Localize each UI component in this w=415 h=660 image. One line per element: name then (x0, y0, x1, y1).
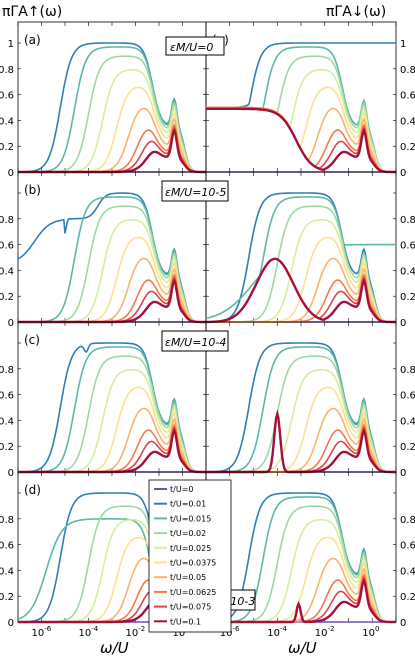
panel-letter: (c) (24, 333, 40, 347)
legend: t/U=0 t/U=0.01 t/U=0.015 t/U=0.02 t/U=0.025 t… (148, 479, 232, 633)
y-tick-label: 0.8 (400, 65, 415, 76)
series-line-2 (206, 192, 396, 323)
row-label-2-text: εM/U=10-5 (165, 186, 226, 199)
series-line-3 (18, 196, 206, 323)
row-label-3: εM/U=10-4 (161, 330, 229, 352)
y-tick-label: 0.8 (400, 515, 415, 526)
panel-grid: (a)(e)(b)(f)(c)(g)(d)(h) (17, 21, 397, 624)
row-label-2: εM/U=10-5 (161, 180, 229, 202)
panel-c: (c) (17, 321, 207, 474)
y-tick-label: 0 (400, 618, 406, 629)
y-tick-label: 0 (400, 468, 406, 479)
legend-label-9: t/U=0.075 (170, 603, 211, 612)
series-line-10 (206, 577, 396, 624)
row-label-1: εM/U=0 (165, 36, 225, 56)
series-line-6 (206, 236, 396, 323)
series-line-6 (206, 386, 396, 473)
y-tick-label: 1 (8, 39, 14, 50)
series-line-10 (206, 257, 396, 324)
y-tick-label: 0.8 (400, 215, 415, 226)
y-tick-label: 0.4 (0, 566, 14, 577)
y-tick-label: 0 (8, 618, 14, 629)
x-tick-label: 100 (362, 625, 379, 639)
y-tick-label: 0.4 (0, 416, 14, 427)
y-tick-label: 0.4 (0, 266, 14, 277)
series-line-3 (206, 346, 396, 473)
y-tick-label: 0.4 (400, 566, 415, 577)
y-tick-label: 0.6 (400, 91, 415, 102)
y-tick-label: 0.6 (400, 541, 415, 552)
y-tick-label: 0.6 (400, 391, 415, 402)
x-tick-label: 10-4 (267, 625, 287, 639)
panel-g: (g) (205, 321, 397, 474)
legend-label-2: t/U=0.01 (170, 500, 206, 509)
x-axis-label-left: ω/U (100, 639, 129, 657)
x-tick-label: 10-2 (315, 625, 335, 639)
y-tick-label: 0.4 (400, 416, 415, 427)
series-line-6 (18, 86, 206, 173)
y-tick-label: 0.6 (0, 91, 14, 102)
x-tick-label: 10-2 (126, 625, 146, 639)
legend-label-7: t/U=0.05 (170, 573, 206, 582)
right-y-axis-label: πΓA↓(ω) (326, 4, 386, 20)
series-line-6 (18, 236, 206, 323)
y-tick-label: 0.8 (0, 65, 14, 76)
y-tick-label: 0.2 (400, 442, 415, 453)
x-tick-label: 10-4 (79, 625, 99, 639)
y-tick-label: 0.2 (400, 142, 415, 153)
legend-label-3: t/U=0.015 (170, 514, 211, 523)
series-line-3 (18, 46, 206, 173)
row-label-1-text: εM/U=0 (170, 41, 213, 54)
y-tick-label: 0.6 (400, 241, 415, 252)
y-tick-label: 0.4 (0, 116, 14, 127)
legend-label-5: t/U=0.025 (170, 544, 211, 553)
y-tick-label: 0.2 (0, 142, 14, 153)
y-tick-label: 0.8 (0, 365, 14, 376)
series-line-2 (206, 42, 396, 109)
legend-label-4: t/U=0.02 (170, 529, 206, 538)
y-tick-label: 0.6 (0, 541, 14, 552)
panel-f: (f) (205, 171, 397, 324)
panel-letter: (d) (24, 483, 41, 497)
y-tick-label: 0 (400, 168, 406, 179)
series-line-3 (205, 196, 396, 320)
y-tick-label: 0.4 (400, 116, 415, 127)
y-tick-label: 0 (400, 318, 406, 329)
legend-label-8: t/U=0.0625 (170, 588, 216, 597)
y-tick-label: 0 (8, 168, 14, 179)
panel-e: (e) (205, 21, 397, 174)
series-line-6 (18, 386, 206, 473)
panel-letter: (a) (24, 33, 41, 47)
panel-letter: (b) (24, 183, 41, 197)
y-tick-label: 0.2 (400, 292, 415, 303)
series-line-6 (206, 86, 396, 173)
series-line-3 (18, 346, 206, 473)
y-tick-label: 0.2 (0, 442, 14, 453)
y-tick-label: 0.8 (0, 215, 14, 226)
y-tick-label: 0.4 (400, 266, 415, 277)
y-tick-label: 0.8 (0, 515, 14, 526)
legend-label-6: t/U=0.0375 (170, 559, 216, 568)
legend-label-1: t/U=0 (170, 485, 193, 494)
x-axis-label-right: ω/U (288, 639, 317, 657)
series-line-3 (206, 496, 396, 623)
y-tick-label: 0 (8, 318, 14, 329)
y-tick-label: 0 (8, 468, 14, 479)
y-tick-label: 0.6 (0, 241, 14, 252)
row-label-3-text: εM/U=10-4 (165, 336, 226, 349)
y-tick-label: 1 (400, 39, 406, 50)
y-tick-label: 0.2 (400, 592, 415, 603)
x-tick-label: 10-6 (32, 625, 52, 639)
y-tick-label: 0.8 (400, 365, 415, 376)
y-tick-label: 0.2 (0, 592, 14, 603)
y-tick-label: 0.2 (0, 292, 14, 303)
legend-label-10: t/U=0.1 (170, 617, 201, 626)
left-y-axis-label: πΓA↑(ω) (2, 4, 62, 20)
series-line-10 (206, 107, 396, 174)
y-tick-label: 0.6 (0, 391, 14, 402)
